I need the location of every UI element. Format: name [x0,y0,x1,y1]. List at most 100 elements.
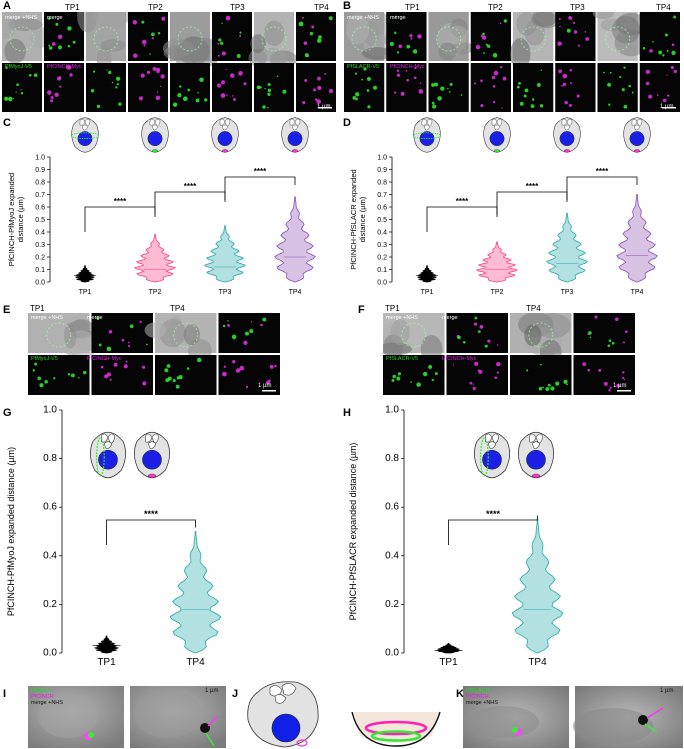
micrograph-grid-a [2,12,336,112]
y-tick-label: 0.8 [377,180,387,187]
scale-bar-label: 1 µm [660,688,674,694]
green-channel-label: PfSLACR [466,688,490,694]
violin-tp3 [203,225,247,283]
panel-label-h: H [343,407,351,419]
cell-schematic-icon [141,117,169,153]
merge-label: merge [47,15,63,21]
green-channel-label: PfSLACR-V5 [386,356,419,362]
significance-label: **** [526,182,539,191]
significance-bracket [496,191,568,217]
y-axis-label: PfCINCH-PfSLACR expanded distance (µm) [348,443,358,621]
y-tick-label: 1.0 [377,155,387,162]
violin-tp1 [416,265,438,283]
significance-bracket [106,519,196,545]
y-tick-label: 0.4 [385,550,399,561]
significance-label: **** [144,509,159,519]
x-tick-label: TP2 [491,289,504,296]
violin-tp1 [93,635,120,654]
magenta-channel-label: PfCINCH-Myc [87,356,122,362]
violin-chart-d: 0.0 0.1 0.2 0.3 0.4 0.5 0.6 0.7 0.8 0.9 1.0 PfCINCH… [349,117,658,296]
significance-label: **** [596,167,609,176]
cell-schematic-icon [483,117,511,153]
significance-label: **** [486,509,501,519]
significance-bracket [224,176,296,202]
timepoint-label: TP1 [385,304,400,313]
cell-schematic-icon [412,117,442,153]
magenta-channel-label: PfCINCH [466,694,489,700]
y-tick-label: 0.3 [35,242,45,249]
timepoint-label: TP1 [30,304,45,313]
merge-nhs-label: merge +NHS [31,700,63,706]
significance-bracket [566,176,638,202]
violin-tp4 [616,194,658,283]
merge-label: merge [442,315,458,321]
timepoint-label: TP1 [65,3,80,12]
panel-label-c: C [3,117,11,129]
schematic-j [247,681,441,748]
y-tick-label: 0.8 [35,180,45,187]
magenta-channel-label: PfCINCH-Myc [390,64,425,70]
y-tick-label: 0.6 [43,502,57,513]
violin-chart-c: 0.0 0.1 0.2 0.3 0.4 0.5 0.6 0.7 0.8 0.9 1.0 PfCINCH… [7,117,316,296]
green-channel-label: PfMyoJ-V5 [31,356,58,362]
green-channel-label: PfMyoJ-V5 [5,64,32,70]
y-tick-label: 0.2 [385,599,399,610]
y-tick-label: 0.7 [35,192,45,199]
panel-label-j: J [232,688,239,700]
y-tick-label: 0.8 [385,453,399,464]
x-tick-label: TP3 [219,289,232,296]
magenta-channel-label: PfCINCH [31,694,54,700]
y-tick-label: 1.0 [35,155,45,162]
timepoint-label: TP3 [570,3,585,12]
micrograph-grid-f [383,313,635,395]
micrograph-k [463,686,683,748]
magenta-channel-label: PfCINCH-Myc [442,356,477,362]
violin-tp2 [475,241,519,283]
y-tick-label: 0.7 [377,192,387,199]
y-tick-label: 0.4 [35,230,45,237]
micrograph-grid-b [344,12,680,112]
cell-schematic-icon [518,431,554,479]
cell-schematic-icon [134,431,170,479]
violin-tp4 [274,196,316,283]
violin-tp1 [437,642,460,654]
timepoint-label: TP1 [405,3,420,12]
significance-label: **** [456,197,469,206]
micrograph-i [28,686,226,748]
merge-nhs-label: merge +NHS [31,315,63,321]
merge-label: merge [390,15,406,21]
significance-label: **** [114,197,127,206]
y-axis-label: distance (µm) [358,196,367,242]
merge-nhs-label: merge +NHS [386,315,418,321]
y-tick-label: 1.0 [43,405,57,416]
y-axis-label: distance (µm) [16,196,25,242]
y-tick-label: 1.0 [385,405,399,416]
timepoint-label: TP4 [656,3,671,12]
panel-label-g: G [3,407,12,419]
significance-bracket [84,206,156,232]
merge-nhs-label: merge +NHS [466,700,498,706]
y-axis-label: PfCINCH-PfMyoJ expanded [7,173,16,266]
cell-schematic-icon [211,117,239,153]
merge-nhs-label: merge +NHS [5,15,37,21]
x-tick-label: TP4 [631,289,644,296]
violin-tp1 [74,265,96,283]
y-tick-label: 0.4 [377,230,387,237]
y-tick-label: 0.6 [35,205,45,212]
timepoint-label: TP4 [170,304,185,313]
y-tick-label: 0.1 [377,267,387,274]
y-tick-label: 0.3 [377,242,387,249]
y-tick-label: 0.8 [43,453,57,464]
cell-schematic-icon [553,117,581,153]
violin-chart-h: 0.0 0.2 0.4 0.6 0.8 1.0 PfCINCH-PfSLACR expand… [348,405,564,668]
timepoint-label: TP4 [314,3,329,12]
scale-bar-label: 1 µm [317,104,331,110]
y-tick-label: 0.2 [377,255,387,262]
violin-chart-g: 0.0 0.2 0.4 0.6 0.8 1.0 PfCINCH-PfMyoJ expande… [6,405,222,668]
y-tick-label: 0.2 [35,255,45,262]
micrograph-grid-e [28,313,280,395]
y-tick-label: 0.9 [377,167,387,174]
x-tick-label: TP4 [528,657,547,668]
y-axis-label: PfCINCH-PfMyoJ expanded distance (µm) [6,447,16,616]
y-tick-label: 0.6 [385,502,399,513]
